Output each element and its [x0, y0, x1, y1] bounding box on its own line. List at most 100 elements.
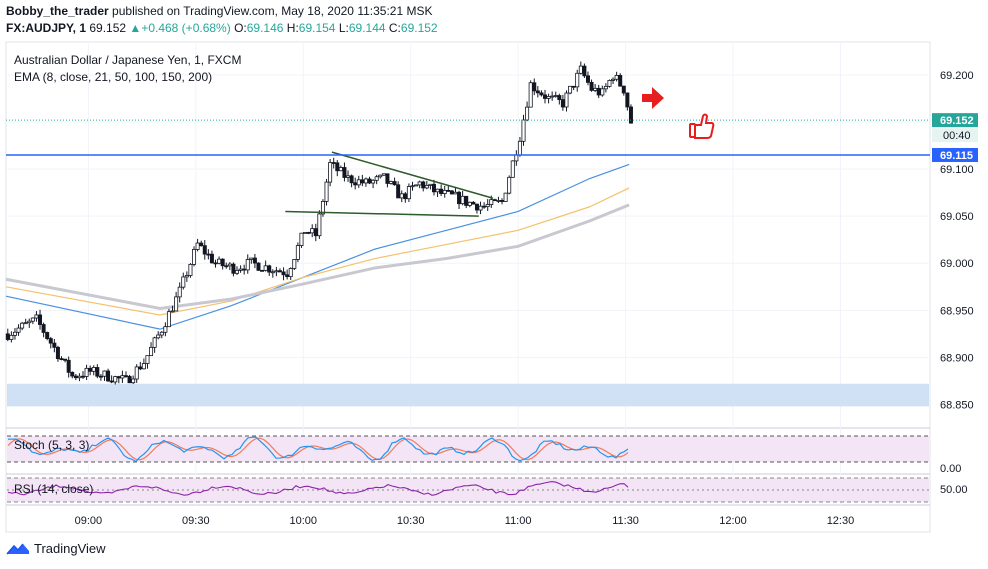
stoch-legend: Stoch (5, 3, 3) — [14, 438, 89, 452]
candle-body — [249, 257, 254, 260]
ema-line — [5, 203, 630, 310]
candle-body — [217, 258, 222, 264]
candle-body — [149, 346, 154, 357]
candle-body — [245, 259, 250, 271]
candle-body — [163, 326, 168, 333]
candle-body — [360, 179, 365, 184]
candle-body — [439, 188, 444, 194]
rsi-polyline — [7, 481, 629, 496]
low-value: 69.144 — [348, 21, 386, 35]
author-name[interactable]: Bobby_the_trader — [6, 4, 109, 18]
candle-body — [20, 322, 25, 329]
candle-body — [585, 75, 590, 83]
candle-body — [267, 265, 272, 273]
candle-body — [342, 167, 347, 178]
candle-body — [396, 184, 401, 199]
candle-body — [299, 232, 304, 246]
candle-body — [127, 375, 132, 384]
candle-body — [274, 270, 279, 273]
candle-body — [374, 176, 379, 181]
candle-body — [550, 95, 555, 98]
right-arrow-icon — [642, 87, 664, 109]
candle-body — [152, 337, 157, 348]
chart-title: Australian Dollar / Japanese Yen, 1, FXC… — [14, 53, 241, 67]
candle-body — [446, 189, 451, 192]
candle-body — [589, 81, 594, 91]
x-tick-label: 10:30 — [397, 515, 425, 527]
close-value: 69.152 — [400, 21, 438, 35]
candle-body — [388, 181, 393, 184]
candle-body — [539, 92, 544, 96]
candle-body — [174, 296, 179, 312]
candle-body — [88, 367, 93, 372]
candle-body — [242, 268, 247, 271]
time-axis[interactable]: 09:00 09:30 10:00 10:30 11:00 11:30 12:00 12:30 — [75, 515, 855, 527]
candle-body — [618, 75, 623, 87]
up-arrow-icon: ▲ — [129, 21, 142, 35]
candle-body — [356, 179, 361, 186]
candle-body — [349, 175, 354, 184]
open-label: O: — [234, 21, 247, 35]
candle-body — [560, 99, 565, 108]
candle-body — [406, 186, 411, 200]
candle-body — [371, 179, 376, 184]
candle-body — [449, 190, 454, 195]
svg-text:00:40: 00:40 — [943, 130, 971, 142]
candle-body — [628, 106, 633, 124]
candle-body — [30, 317, 35, 322]
candle-body — [227, 263, 232, 267]
price-axis[interactable]: 69.20069.15069.10069.05069.00068.95068.9… — [940, 70, 974, 412]
candle-body — [285, 274, 290, 277]
candle-body — [528, 82, 533, 108]
candle-body — [474, 203, 479, 211]
candle-body — [303, 231, 308, 234]
candle-body — [113, 376, 118, 383]
candle-body — [571, 85, 576, 88]
x-tick-label: 12:00 — [719, 515, 747, 527]
candle-body — [363, 178, 368, 184]
candle-body — [381, 173, 386, 176]
publish-text: published on TradingView.com, May 18, 20… — [112, 4, 433, 18]
countdown-tag: 00:40 — [932, 128, 978, 143]
candle-body — [310, 228, 315, 234]
candle-body — [27, 320, 32, 324]
candle-body — [331, 162, 336, 164]
candle-body — [378, 174, 383, 178]
candle-body — [256, 262, 261, 271]
candle-body — [514, 154, 519, 162]
candle-body — [414, 184, 419, 187]
candle-body — [578, 65, 583, 74]
candle-body — [277, 270, 282, 273]
candle-body — [23, 322, 28, 325]
candle-body — [38, 314, 43, 325]
candle-body — [220, 258, 225, 267]
candle-body — [546, 96, 551, 99]
brand-name[interactable]: TradingView — [34, 541, 106, 556]
candle-body — [231, 263, 236, 274]
candle-body — [543, 94, 548, 99]
y-tick-label: 68.900 — [940, 352, 974, 364]
candle-body — [66, 359, 71, 373]
tradingview-logo-icon[interactable] — [6, 542, 30, 556]
candle-body — [195, 242, 200, 250]
candle-body — [145, 355, 150, 364]
candle-body — [625, 92, 630, 108]
candle-body — [123, 375, 128, 378]
candle-body — [614, 75, 619, 80]
candle-body — [324, 181, 329, 202]
x-tick-label: 11:00 — [505, 515, 532, 527]
candle-body — [367, 178, 372, 184]
footer: TradingView — [6, 541, 106, 556]
candle-body — [417, 181, 422, 186]
svg-text:69.115: 69.115 — [940, 150, 973, 162]
candle-body — [5, 333, 10, 340]
symbol-name[interactable]: FX:AUDJPY, 1 — [6, 21, 87, 35]
candle-body — [281, 271, 286, 276]
candle-body — [500, 200, 505, 202]
candle-body — [346, 175, 351, 178]
candle-body — [70, 371, 75, 377]
price-change: +0.468 (+0.68%) — [141, 21, 231, 35]
ema-line — [5, 163, 630, 330]
candle-body — [460, 195, 465, 205]
